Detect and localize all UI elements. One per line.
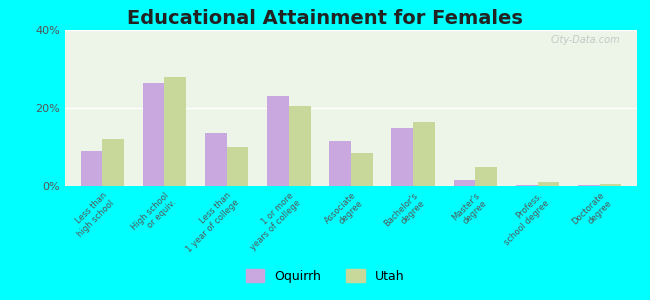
Bar <box>600 184 621 186</box>
Bar <box>330 141 351 186</box>
Bar <box>515 185 538 186</box>
Bar <box>143 82 164 186</box>
Bar <box>81 151 102 186</box>
Bar <box>289 106 311 186</box>
Bar <box>538 182 559 186</box>
Legend: Oquirrh, Utah: Oquirrh, Utah <box>240 264 410 288</box>
Bar <box>164 77 187 186</box>
Bar <box>475 167 497 186</box>
Bar <box>578 185 600 186</box>
Bar <box>227 147 248 186</box>
Bar <box>205 133 227 186</box>
Bar <box>413 122 435 186</box>
Text: City-Data.com: City-Data.com <box>550 35 620 45</box>
Bar <box>454 180 475 186</box>
Bar <box>267 96 289 186</box>
Text: Educational Attainment for Females: Educational Attainment for Females <box>127 9 523 28</box>
Bar <box>102 139 124 186</box>
Bar <box>351 153 372 186</box>
Bar <box>391 128 413 186</box>
